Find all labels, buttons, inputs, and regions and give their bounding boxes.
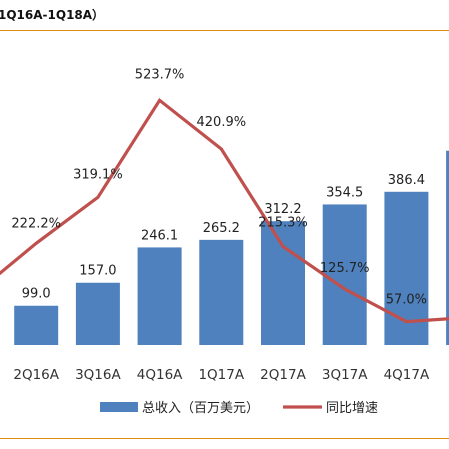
bar-2Q17A bbox=[261, 221, 305, 345]
chart-title: 1Q16A-1Q18A） bbox=[0, 8, 105, 22]
bottom-divider bbox=[0, 438, 449, 439]
legend-line-label: 同比增速 bbox=[326, 401, 378, 416]
bar-label-2Q16A: 99.0 bbox=[22, 287, 51, 302]
bar-label-1Q17A: 265.2 bbox=[203, 221, 240, 236]
growth-label-3Q16A: 319.1% bbox=[73, 167, 123, 182]
bar-label-3Q16A: 157.0 bbox=[79, 264, 116, 279]
growth-label-3Q17A: 125.7% bbox=[320, 261, 370, 276]
growth-label-2Q17A: 215.3% bbox=[258, 216, 308, 231]
title-divider bbox=[0, 30, 449, 31]
legend: 总收入（百万美元） 同比增速 bbox=[100, 401, 378, 416]
x-tick-2Q17A: 2Q17A bbox=[260, 367, 306, 383]
bar-1Q18A bbox=[446, 150, 449, 345]
x-tick-3Q17A: 3Q17A bbox=[322, 367, 368, 383]
bar-4Q16A bbox=[137, 247, 182, 345]
legend-bar-swatch bbox=[100, 402, 138, 412]
x-tick-3Q16A: 3Q16A bbox=[75, 367, 121, 383]
bar-label-4Q17A: 386.4 bbox=[388, 173, 425, 188]
bar-label-4Q16A: 246.1 bbox=[141, 228, 178, 243]
growth-line bbox=[0, 97, 449, 324]
growth-label-1Q17A: 420.9% bbox=[197, 115, 247, 130]
growth-label-2Q16A: 222.2% bbox=[11, 216, 61, 231]
bar-1Q17A bbox=[199, 239, 244, 345]
bar-3Q17A bbox=[322, 204, 367, 345]
growth-label-4Q17A: 57.0% bbox=[386, 293, 427, 308]
x-tick-1Q17A: 1Q17A bbox=[198, 367, 244, 383]
x-tick-4Q16A: 4Q16A bbox=[137, 367, 183, 383]
bar-label-2Q17A: 312.2 bbox=[264, 202, 301, 217]
bar-3Q16A bbox=[75, 282, 120, 345]
x-tick-4Q17A: 4Q17A bbox=[384, 367, 430, 383]
legend-bar-label: 总收入（百万美元） bbox=[142, 401, 259, 416]
bar-label-3Q17A: 354.5 bbox=[326, 185, 363, 200]
growth-label-4Q16A: 523.7% bbox=[135, 67, 185, 82]
bar-2Q16A bbox=[14, 305, 59, 345]
x-tick-2Q16A: 2Q16A bbox=[13, 367, 59, 383]
